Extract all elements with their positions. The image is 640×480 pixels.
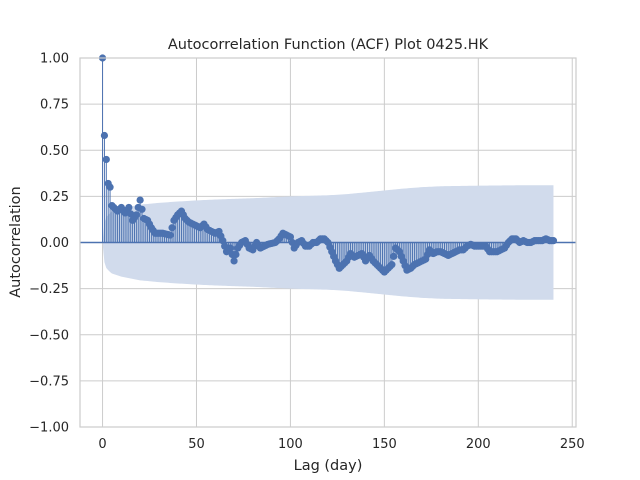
y-tick-label: −1.00 [29,421,69,436]
x-tick-label: 50 [188,437,205,452]
acf-point [219,237,227,245]
axes-frame [79,57,577,428]
x-tick-label: 100 [278,437,303,452]
acf-point [125,203,133,212]
acf-point [102,155,110,164]
x-tick-label: 200 [466,437,491,452]
acf-point [230,257,238,265]
y-tick-label: −0.75 [29,374,69,389]
acf-point [136,196,144,204]
y-tick-label: 0.50 [40,144,69,159]
y-tick-label: 0.00 [40,236,69,251]
acf-point [166,231,174,239]
acf-point [132,211,140,219]
y-tick-label: 0.25 [40,190,69,205]
acf-point [232,250,240,259]
acf-point [549,237,558,245]
acf-point [106,183,114,191]
acf-point [138,205,146,213]
y-tick-label: 1.00 [40,52,69,67]
x-tick-label: 0 [98,437,106,452]
acf-point [390,252,398,260]
y-tick-label: −0.50 [29,328,69,343]
y-tick-label: −0.25 [29,282,69,297]
chart-title: Autocorrelation Function (ACF) Plot 0425… [168,37,489,53]
x-tick-label: 250 [560,437,585,452]
acf-markers [98,54,558,276]
y-tick-labels: −1.00 −0.75 −0.50 −0.25 0.00 0.25 0.50 0.75 1.00 [29,52,69,436]
x-tick-label: 150 [372,437,397,452]
y-axis-label: Autocorrelation [8,186,24,297]
y-tick-label: 0.75 [40,98,69,113]
acf-point [168,224,176,232]
acf-point [388,261,396,269]
x-axis-label: Lag (day) [294,458,363,474]
x-tick-labels: 0 50 100 150 200 250 [98,437,584,452]
acf-point [100,131,109,140]
acf-point [226,244,234,252]
acf-point [286,233,295,241]
